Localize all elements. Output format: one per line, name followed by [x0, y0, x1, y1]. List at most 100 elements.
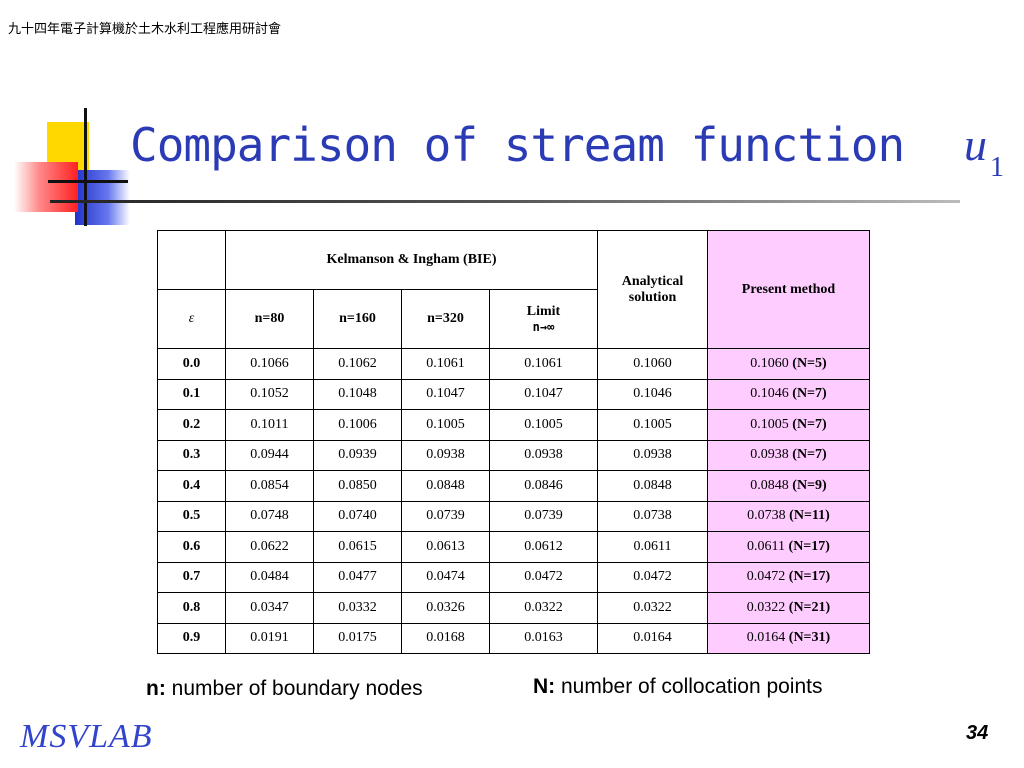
present-method-cell: 0.0848 (N=9) — [707, 470, 870, 502]
page-title: Comparison of stream function — [130, 118, 905, 172]
present-method-value: 0.0164 — [746, 630, 786, 646]
msvlab-logo: MSVLAB — [20, 718, 153, 755]
table-cell: 0.0615 — [313, 531, 402, 563]
present-method-value: 0.1060 — [750, 355, 789, 371]
table-cell: 0.0474 — [401, 561, 490, 593]
comparison-table: Kelmanson & Ingham (BIE) Analytical solu… — [157, 230, 870, 654]
present-method-value: 0.1046 — [750, 386, 789, 402]
collocation-count: (N=9) — [792, 477, 827, 493]
epsilon-value: 0.2 — [157, 409, 226, 441]
table-cell: 0.1066 — [225, 348, 314, 380]
table-cell: 0.0854 — [225, 470, 314, 502]
table-cell: 0.1061 — [489, 348, 598, 380]
present-method-cell: 0.1046 (N=7) — [707, 378, 870, 410]
table-row: 0.1 0.1052 0.1048 0.1047 0.1047 0.1046 0.1046 … — [157, 378, 870, 410]
table-cell: 0.0326 — [401, 592, 490, 624]
collocation-count: (N=17) — [788, 569, 831, 585]
collocation-count: (N=17) — [788, 538, 830, 554]
table-cell: 0.0484 — [225, 561, 314, 593]
table-cell: 0.0850 — [313, 470, 402, 502]
collocation-count: (N=31) — [788, 630, 831, 646]
table-cell: 0.1011 — [225, 409, 314, 441]
page-number: 34 — [966, 722, 989, 744]
table-cell: 0.0740 — [313, 500, 402, 532]
table-cell: 0.0332 — [313, 592, 402, 624]
table-cell: 0.0472 — [597, 561, 708, 593]
present-method-cell: 0.0164 (N=31) — [707, 622, 870, 654]
present-method-value: 0.0738 — [747, 508, 786, 524]
table-cell: 0.1047 — [401, 378, 490, 410]
table-cell: 0.1005 — [489, 409, 598, 441]
title-subscript: 1 — [990, 152, 1004, 183]
table-row: 0.7 0.0484 0.0477 0.0474 0.0472 0.0472 0.0472 … — [157, 561, 870, 593]
table-cell: 0.0848 — [597, 470, 708, 502]
table-cell: 0.0322 — [597, 592, 708, 624]
note-N: N: number of collocation points — [533, 675, 823, 699]
epsilon-value: 0.5 — [157, 500, 226, 532]
epsilon-value: 0.8 — [157, 592, 226, 624]
table-cell: 0.0322 — [489, 592, 598, 624]
table-cell: 0.0939 — [313, 439, 402, 471]
table-cell: 0.0938 — [489, 439, 598, 471]
table-cell: 0.1048 — [313, 378, 402, 410]
table-cell: 0.0748 — [225, 500, 314, 532]
present-method-cell: 0.1005 (N=7) — [707, 409, 870, 441]
table-cell: 0.0739 — [489, 500, 598, 532]
group-header-kelmanson: Kelmanson & Ingham (BIE) — [225, 230, 598, 290]
present-method-cell: 0.0611 (N=17) — [707, 531, 870, 563]
collocation-count: (N=5) — [792, 355, 827, 371]
table-cell: 0.0738 — [597, 500, 708, 532]
table-cell: 0.0168 — [401, 622, 490, 654]
table-cell: 0.0175 — [313, 622, 402, 654]
present-method-value: 0.0938 — [750, 447, 789, 463]
table-row: 0.5 0.0748 0.0740 0.0739 0.0739 0.0738 0.0738 … — [157, 500, 870, 532]
table-cell: 0.1006 — [313, 409, 402, 441]
present-method-cell: 0.0472 (N=17) — [707, 561, 870, 593]
collocation-count: (N=11) — [789, 508, 830, 524]
table-cell: 0.0622 — [225, 531, 314, 563]
epsilon-value: 0.9 — [157, 622, 226, 654]
col-header-n80: n=80 — [225, 289, 314, 349]
table-cell: 0.0472 — [489, 561, 598, 593]
table-cell: 0.0191 — [225, 622, 314, 654]
epsilon-value: 0.3 — [157, 439, 226, 471]
epsilon-value: 0.1 — [157, 378, 226, 410]
table-row: 0.2 0.1011 0.1006 0.1005 0.1005 0.1005 0.1005 … — [157, 409, 870, 441]
collocation-count: (N=7) — [792, 386, 827, 402]
title-variable: u — [964, 119, 987, 170]
epsilon-value: 0.6 — [157, 531, 226, 563]
table-row: 0.3 0.0944 0.0939 0.0938 0.0938 0.0938 0.0938 … — [157, 439, 870, 471]
table-cell: 0.0477 — [313, 561, 402, 593]
present-method-value: 0.0848 — [750, 477, 789, 493]
present-method-header: Present method — [707, 230, 870, 349]
epsilon-value: 0.4 — [157, 470, 226, 502]
table-cell: 0.0163 — [489, 622, 598, 654]
collocation-count: (N=7) — [792, 416, 827, 432]
note-n-key: n: — [146, 677, 166, 700]
note-n-text: number of boundary nodes — [165, 677, 423, 700]
table-cell: 0.0846 — [489, 470, 598, 502]
col-header-n320: n=320 — [401, 289, 490, 349]
table-cell: 0.0612 — [489, 531, 598, 563]
present-method-value: 0.0322 — [746, 599, 786, 615]
epsilon-value: 0.7 — [157, 561, 226, 593]
table-cell: 0.0938 — [401, 439, 490, 471]
present-method-value: 0.0611 — [747, 538, 786, 554]
table-cell: 0.1052 — [225, 378, 314, 410]
note-n: n: number of boundary nodes — [146, 677, 423, 701]
table-cell: 0.1005 — [597, 409, 708, 441]
table-cell: 0.0611 — [597, 531, 708, 563]
table-cell: 0.0938 — [597, 439, 708, 471]
epsilon-header: ε — [157, 289, 226, 349]
present-method-cell: 0.0738 (N=11) — [707, 500, 870, 532]
table-row: 0.9 0.0191 0.0175 0.0168 0.0163 0.0164 0.0164 … — [157, 622, 870, 654]
collocation-count: (N=21) — [788, 599, 831, 615]
title-underline — [50, 200, 960, 203]
table-cell: 0.0848 — [401, 470, 490, 502]
table-cell: 0.0944 — [225, 439, 314, 471]
present-method-cell: 0.0938 (N=7) — [707, 439, 870, 471]
limit-label: Limit — [526, 304, 561, 319]
table-cell: 0.0347 — [225, 592, 314, 624]
decorative-blocks — [0, 100, 140, 230]
blank-header-cell — [157, 230, 226, 290]
